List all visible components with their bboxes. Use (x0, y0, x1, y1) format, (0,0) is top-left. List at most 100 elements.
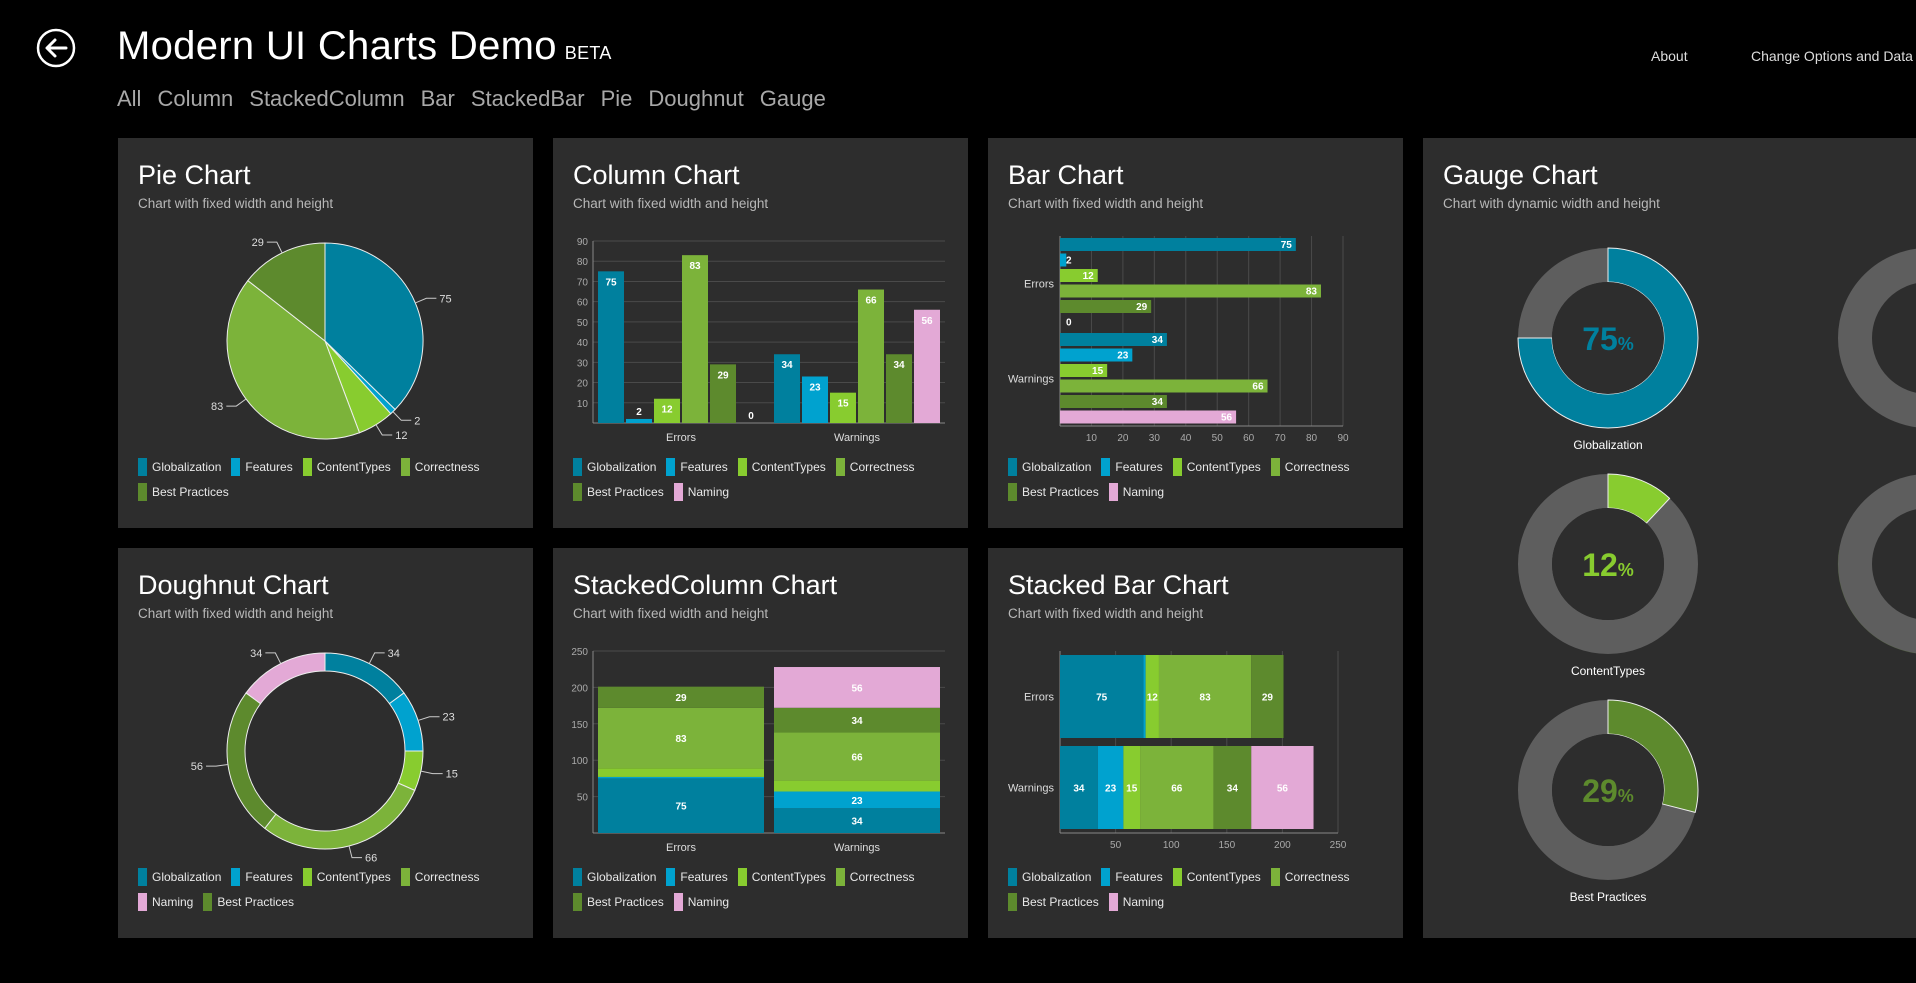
gauge-track-clipped (1838, 474, 1916, 654)
data-label: 66 (365, 853, 377, 865)
slice-globalization (324, 242, 424, 411)
back-arrow-icon[interactable] (36, 28, 76, 68)
legend-swatch (138, 892, 147, 911)
panel-subtitle: Chart with fixed width and height (138, 606, 334, 621)
bar-correctness (858, 289, 884, 423)
data-label: 34 (893, 360, 905, 371)
nav-column[interactable]: Column (157, 86, 234, 111)
legend-swatch (1270, 457, 1280, 476)
legend-swatch (573, 457, 582, 476)
bar-naming (1060, 410, 1237, 424)
legend-swatch (400, 457, 410, 476)
gauge-label: Best Practices (1569, 890, 1647, 904)
legend-swatch (1008, 457, 1017, 476)
data-label: 12 (1083, 271, 1095, 282)
category-label: Errors (1024, 279, 1054, 291)
tick-label: 10 (577, 399, 589, 410)
legend-label: Best Practices (1022, 894, 1099, 909)
slice-correctness (264, 782, 416, 850)
legend-label: Correctness (414, 869, 480, 884)
tick-label: 50 (1212, 433, 1224, 444)
legend-label: ContentTypes (316, 459, 391, 474)
data-label: 56 (1277, 784, 1289, 795)
nav-stackedcolumn[interactable]: StackedColumn (249, 86, 405, 111)
nav-bar[interactable]: Bar (420, 86, 455, 111)
tick-label: 70 (577, 277, 589, 288)
tick-label: 80 (1306, 433, 1318, 444)
bar-globalization (774, 354, 800, 423)
panel-subtitle: Chart with dynamic width and height (1443, 196, 1660, 211)
change-options-link[interactable]: Change Options and Data (1751, 48, 1913, 64)
data-label: 29 (675, 693, 687, 704)
data-label: 66 (865, 296, 877, 307)
panel-title: Bar Chart (1008, 160, 1124, 190)
data-label: 2 (1066, 256, 1072, 267)
legend-swatch (1008, 892, 1017, 911)
bar-features (1060, 348, 1133, 362)
legend-item-best-practices: Best Practices (1008, 482, 1099, 501)
leader-line (265, 652, 282, 664)
nav-all[interactable]: All (117, 86, 142, 111)
legend-swatch (1101, 867, 1111, 886)
tick-label: 250 (1330, 840, 1347, 851)
data-label: 83 (1200, 693, 1212, 704)
data-label: 15 (837, 399, 849, 410)
chart-legend: Globalization Features ContentTypes Correct… (573, 867, 933, 911)
nav-pie[interactable]: Pie (600, 86, 633, 111)
data-label: 34 (851, 817, 863, 828)
data-label: 23 (851, 796, 863, 807)
panel-title: Gauge Chart (1443, 160, 1598, 190)
legend-label: Globalization (152, 459, 222, 474)
legend-label: Features (245, 869, 293, 884)
category-label: Warnings (834, 842, 881, 854)
tick-label: 30 (577, 358, 589, 369)
tick-label: 20 (1117, 433, 1129, 444)
legend-label: Naming (687, 484, 730, 499)
about-link[interactable]: About (1651, 48, 1688, 64)
legend-item-contenttypes: ContentTypes (1172, 457, 1261, 476)
leader-line (266, 241, 283, 254)
segment-contenttypes (774, 780, 940, 792)
data-label: 66 (1171, 784, 1183, 795)
legend-item-globalization: Globalization (138, 457, 222, 476)
tick-label: 70 (1275, 433, 1287, 444)
nav-doughnut[interactable]: Doughnut (648, 86, 744, 111)
data-label: 66 (1252, 382, 1264, 393)
chart-legend: Globalization Features ContentTypes Correct… (138, 457, 498, 501)
legend-label: Correctness (414, 459, 480, 474)
bar-globalization (1060, 238, 1296, 251)
nav-gauge[interactable]: Gauge (759, 86, 826, 111)
legend-swatch (573, 482, 582, 501)
tick-label: 10 (1086, 433, 1098, 444)
data-label: 83 (1306, 287, 1318, 298)
legend-item-globalization: Globalization (1008, 867, 1091, 886)
legend-item-best-practices: Best Practices (573, 892, 664, 911)
legend-label: Features (1115, 459, 1163, 474)
legend-item-contenttypes: ContentTypes (737, 867, 826, 886)
data-label: 23 (1117, 351, 1129, 362)
legend-item-best-practices: Best Practices (203, 892, 294, 911)
data-label: 83 (675, 734, 687, 745)
legend-item-globalization: Globalization (1008, 457, 1091, 476)
legend-label: Naming (687, 894, 730, 909)
legend-swatch (737, 457, 747, 476)
legend-label: Features (1115, 869, 1163, 884)
legend-label: ContentTypes (316, 869, 391, 884)
legend-swatch (138, 457, 147, 476)
legend-item-contenttypes: ContentTypes (737, 457, 826, 476)
data-label: 29 (717, 370, 729, 381)
legend-item-features: Features (1101, 457, 1163, 476)
nav-stackedbar[interactable]: StackedBar (470, 86, 585, 111)
gauge-value: 29% (1582, 773, 1634, 809)
stacked-bar-chart-panel: Stacked Bar Chart Chart with fixed width… (988, 548, 1403, 938)
tick-label: 50 (1110, 840, 1122, 851)
gauge-chart: 75% 12% 29% (1517, 247, 1916, 880)
gauge-center (1552, 734, 1664, 846)
segment-features (774, 791, 940, 809)
tick-label: 50 (577, 793, 589, 804)
bar-features (626, 418, 652, 423)
legend-swatch (138, 482, 147, 501)
segment-features (1143, 655, 1146, 738)
panel-subtitle: Chart with fixed width and height (1008, 606, 1204, 621)
data-label: 75 (1096, 693, 1108, 704)
